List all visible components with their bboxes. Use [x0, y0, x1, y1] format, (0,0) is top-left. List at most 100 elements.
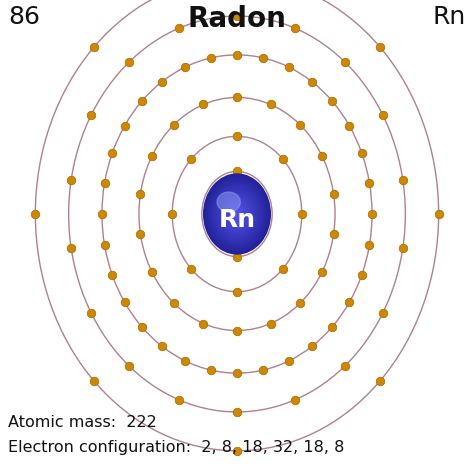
Ellipse shape: [228, 204, 246, 226]
Ellipse shape: [210, 183, 264, 247]
Ellipse shape: [208, 179, 266, 249]
Point: [346, 122, 353, 130]
Ellipse shape: [225, 199, 249, 229]
Point: [365, 242, 373, 249]
Ellipse shape: [227, 203, 247, 227]
Point: [67, 245, 75, 253]
Point: [291, 25, 298, 33]
Ellipse shape: [222, 197, 252, 232]
Point: [148, 153, 156, 160]
Text: 86: 86: [8, 5, 40, 29]
Ellipse shape: [217, 190, 257, 238]
Ellipse shape: [219, 193, 255, 237]
Ellipse shape: [229, 206, 245, 224]
Point: [138, 99, 146, 106]
Point: [200, 101, 207, 109]
Ellipse shape: [205, 177, 269, 252]
Point: [233, 133, 241, 141]
Ellipse shape: [221, 196, 253, 234]
Point: [207, 367, 214, 374]
Point: [67, 177, 75, 184]
Point: [379, 309, 387, 317]
Point: [260, 55, 267, 63]
Point: [233, 369, 241, 377]
Ellipse shape: [218, 192, 256, 238]
Point: [233, 288, 241, 296]
Point: [137, 231, 144, 238]
Ellipse shape: [210, 182, 264, 248]
Point: [87, 309, 95, 317]
Point: [170, 122, 178, 129]
Ellipse shape: [219, 194, 255, 236]
Text: Rn: Rn: [433, 5, 466, 29]
Point: [365, 180, 373, 188]
Point: [285, 64, 292, 72]
Point: [358, 150, 365, 158]
Point: [296, 122, 304, 129]
Point: [233, 94, 241, 102]
Point: [267, 320, 274, 327]
Point: [138, 323, 146, 331]
Point: [296, 300, 304, 307]
Point: [158, 79, 166, 86]
Point: [358, 271, 365, 279]
Point: [341, 60, 349, 67]
Ellipse shape: [225, 200, 249, 228]
Point: [435, 211, 442, 218]
Point: [279, 156, 287, 164]
Ellipse shape: [204, 175, 270, 255]
Point: [291, 397, 298, 404]
Ellipse shape: [228, 205, 246, 225]
Text: Radon: Radon: [188, 5, 286, 33]
Point: [379, 112, 387, 119]
Ellipse shape: [215, 188, 259, 240]
Ellipse shape: [211, 184, 263, 246]
Ellipse shape: [234, 210, 240, 218]
Ellipse shape: [232, 208, 242, 220]
Point: [87, 112, 95, 119]
Point: [176, 25, 183, 33]
Ellipse shape: [205, 176, 269, 253]
Point: [376, 378, 383, 386]
Point: [109, 150, 116, 158]
Point: [98, 211, 106, 218]
Point: [298, 211, 306, 218]
Point: [233, 447, 241, 455]
Point: [148, 269, 156, 277]
Ellipse shape: [215, 188, 259, 241]
Point: [170, 300, 178, 307]
Point: [158, 343, 166, 350]
Point: [279, 266, 287, 273]
Point: [125, 60, 133, 67]
Point: [267, 101, 274, 109]
Point: [233, 52, 241, 60]
Point: [330, 231, 337, 238]
Point: [376, 44, 383, 51]
Point: [121, 299, 128, 307]
Point: [182, 357, 189, 365]
Point: [399, 245, 407, 253]
Point: [308, 79, 316, 86]
Point: [399, 177, 407, 184]
Ellipse shape: [214, 187, 260, 242]
Ellipse shape: [206, 178, 268, 251]
Point: [368, 211, 376, 218]
Point: [101, 242, 109, 249]
Ellipse shape: [231, 208, 243, 221]
Point: [233, 13, 241, 21]
Point: [260, 367, 267, 374]
Point: [285, 357, 292, 365]
Point: [32, 211, 39, 218]
Point: [121, 122, 128, 130]
Ellipse shape: [223, 198, 251, 231]
Point: [233, 408, 241, 416]
Ellipse shape: [216, 189, 258, 239]
Ellipse shape: [233, 209, 241, 219]
Point: [318, 269, 326, 277]
Ellipse shape: [209, 181, 265, 248]
Point: [182, 64, 189, 72]
Point: [330, 190, 337, 198]
Point: [176, 397, 183, 404]
Text: Electron configuration:  2, 8, 18, 32, 18, 8: Electron configuration: 2, 8, 18, 32, 18…: [8, 439, 345, 454]
Point: [137, 190, 144, 198]
